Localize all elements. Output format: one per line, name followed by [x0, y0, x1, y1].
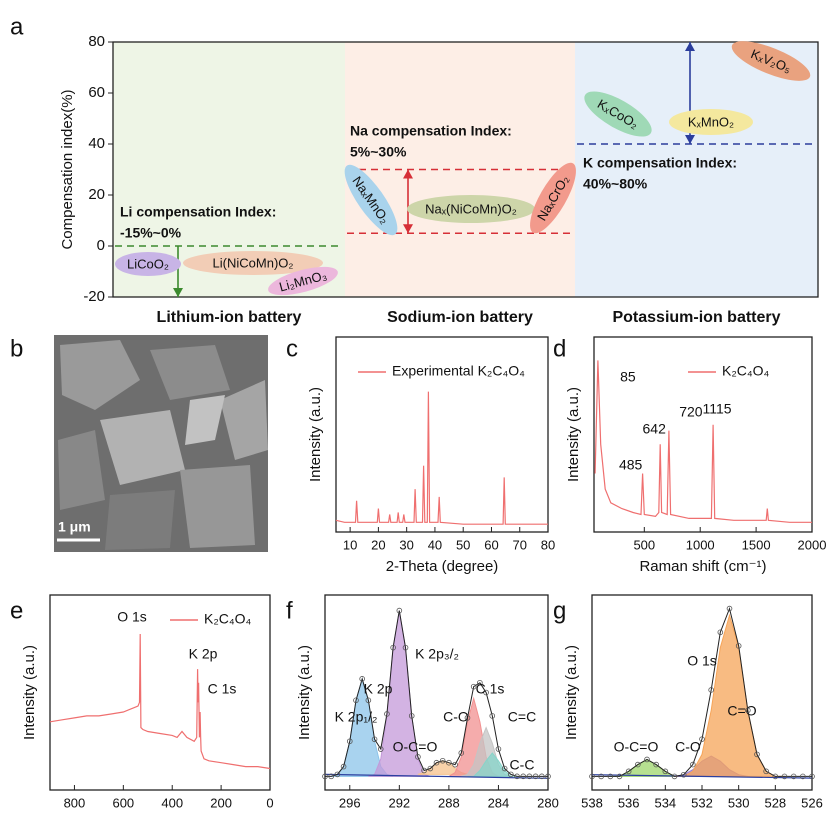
- x-tick-label: 1000: [686, 537, 715, 552]
- x-tick-label: 528: [764, 795, 786, 810]
- x-tick-label: 534: [654, 795, 676, 810]
- material-label: Naₓ(NiCoMn)O₂: [425, 201, 517, 216]
- component-label: O-C=O: [614, 739, 659, 755]
- panel-letter: g: [553, 597, 566, 624]
- category-label: Sodium-ion battery: [387, 309, 533, 326]
- x-tick-label: 40: [428, 537, 442, 552]
- component-label: C=O: [727, 703, 756, 719]
- y-axis-title: Compensation index(%): [59, 89, 76, 249]
- annotation: O 1s: [687, 653, 717, 669]
- legend-label: Experimental K₂C₄O₄: [392, 363, 525, 379]
- annotation: O 1s: [117, 609, 147, 625]
- category-label: Lithium-ion battery: [157, 309, 302, 326]
- x-tick-label: 20: [371, 537, 385, 552]
- y-axis-title: Intensity (a.u.): [563, 645, 580, 740]
- figure: 1 μm b a -20 0 20 40 60 80 Compensation index(%…: [0, 0, 835, 818]
- annotation: K 2p: [364, 681, 393, 697]
- x-axis-title: Raman shift (cm⁻¹): [639, 558, 766, 575]
- peak-label: 642: [643, 421, 667, 437]
- x-tick-label: 526: [801, 795, 823, 810]
- x-tick-label: 50: [456, 537, 470, 552]
- x-tick-label: 536: [618, 795, 640, 810]
- x-tick-label: 200: [210, 795, 232, 810]
- x-tick-label: 538: [581, 795, 603, 810]
- material-label: LiCoO₂: [127, 256, 169, 271]
- panel-letter: a: [10, 13, 24, 40]
- x-tick-label: 800: [64, 795, 86, 810]
- material-label: Li(NiCoMn)O₂: [213, 255, 294, 270]
- annotation: C 1s: [476, 681, 505, 697]
- component-label: K 2p₃/₂: [415, 646, 459, 662]
- index-range: 5%~30%: [350, 144, 407, 160]
- material: Naₓ(NiCoMn)O₂: [407, 195, 535, 223]
- sem-grain: [180, 465, 255, 548]
- panel-letter: e: [10, 597, 23, 624]
- annotation: K 2p: [189, 646, 218, 662]
- x-tick-label: 532: [691, 795, 713, 810]
- peak-label: 720: [679, 404, 703, 420]
- panel-letter: b: [10, 335, 23, 362]
- x-axis-title: 2-Theta (degree): [386, 558, 499, 575]
- y-tick-label: 40: [88, 135, 105, 152]
- y-tick-label: 0: [97, 237, 105, 254]
- spectrum-line: [50, 634, 270, 769]
- material: LiCoO₂: [115, 252, 181, 276]
- spectrum-line: [336, 392, 548, 525]
- panel-letter: d: [553, 335, 566, 362]
- index-range: -15%~0%: [120, 225, 182, 241]
- body: {"panel_b": {"label": "b", "scale_bar": …: [0, 0, 835, 818]
- y-tick-label: 20: [88, 186, 105, 203]
- x-tick-label: 30: [399, 537, 413, 552]
- peak-label: 85: [620, 369, 636, 385]
- material: KₓMnO₂: [669, 109, 753, 135]
- component-label: C=C: [508, 709, 536, 725]
- sem-image: 1 μm: [54, 335, 268, 552]
- x-tick-label: 0: [266, 795, 273, 810]
- panel-letter: f: [286, 597, 293, 624]
- page: Compensation index figure html, body { m…: [0, 0, 835, 818]
- y-axis-title: Intensity (a.u.): [565, 387, 582, 482]
- x-tick-label: 296: [339, 795, 361, 810]
- y-axis-title: Intensity (a.u.): [21, 645, 38, 740]
- x-tick-label: 1500: [742, 537, 771, 552]
- component-label: C-C: [510, 757, 535, 773]
- legend-label: K₂C₄O₄: [204, 611, 251, 627]
- index-title: Li compensation Index:: [120, 204, 276, 220]
- x-tick-label: 600: [112, 795, 134, 810]
- sem-grain: [105, 490, 175, 550]
- y-tick-label: 80: [88, 33, 105, 50]
- annotation: C 1s: [208, 681, 237, 697]
- x-tick-label: 284: [488, 795, 510, 810]
- x-tick-label: 288: [438, 795, 460, 810]
- index-range: 40%~80%: [583, 176, 648, 192]
- index-title: K compensation Index:: [583, 155, 737, 171]
- y-axis-title: Intensity (a.u.): [307, 387, 324, 482]
- x-tick-label: 2000: [798, 537, 827, 552]
- x-tick-label: 530: [728, 795, 750, 810]
- x-tick-label: 60: [484, 537, 498, 552]
- peak-label: 1115: [703, 401, 732, 417]
- x-tick-label: 292: [388, 795, 410, 810]
- panel-letter: c: [286, 335, 298, 362]
- scale-bar-label: 1 μm: [58, 519, 91, 535]
- y-tick-label: 60: [88, 84, 105, 101]
- plot-frame: [594, 337, 812, 532]
- x-tick-label: 70: [512, 537, 526, 552]
- category-label: Potassium-ion battery: [612, 309, 780, 326]
- x-tick-label: 10: [343, 537, 357, 552]
- x-tick-label: 400: [161, 795, 183, 810]
- y-tick-label: -20: [83, 288, 105, 305]
- index-title: Na compensation Index:: [350, 123, 512, 139]
- x-tick-label: 500: [633, 537, 655, 552]
- y-axis-title: Intensity (a.u.): [296, 645, 313, 740]
- legend-label: K₂C₄O₄: [722, 363, 769, 379]
- material-label: KₓMnO₂: [688, 114, 734, 129]
- x-tick-label: 80: [541, 537, 555, 552]
- x-tick-label: 280: [537, 795, 559, 810]
- peak-label: 485: [619, 457, 643, 473]
